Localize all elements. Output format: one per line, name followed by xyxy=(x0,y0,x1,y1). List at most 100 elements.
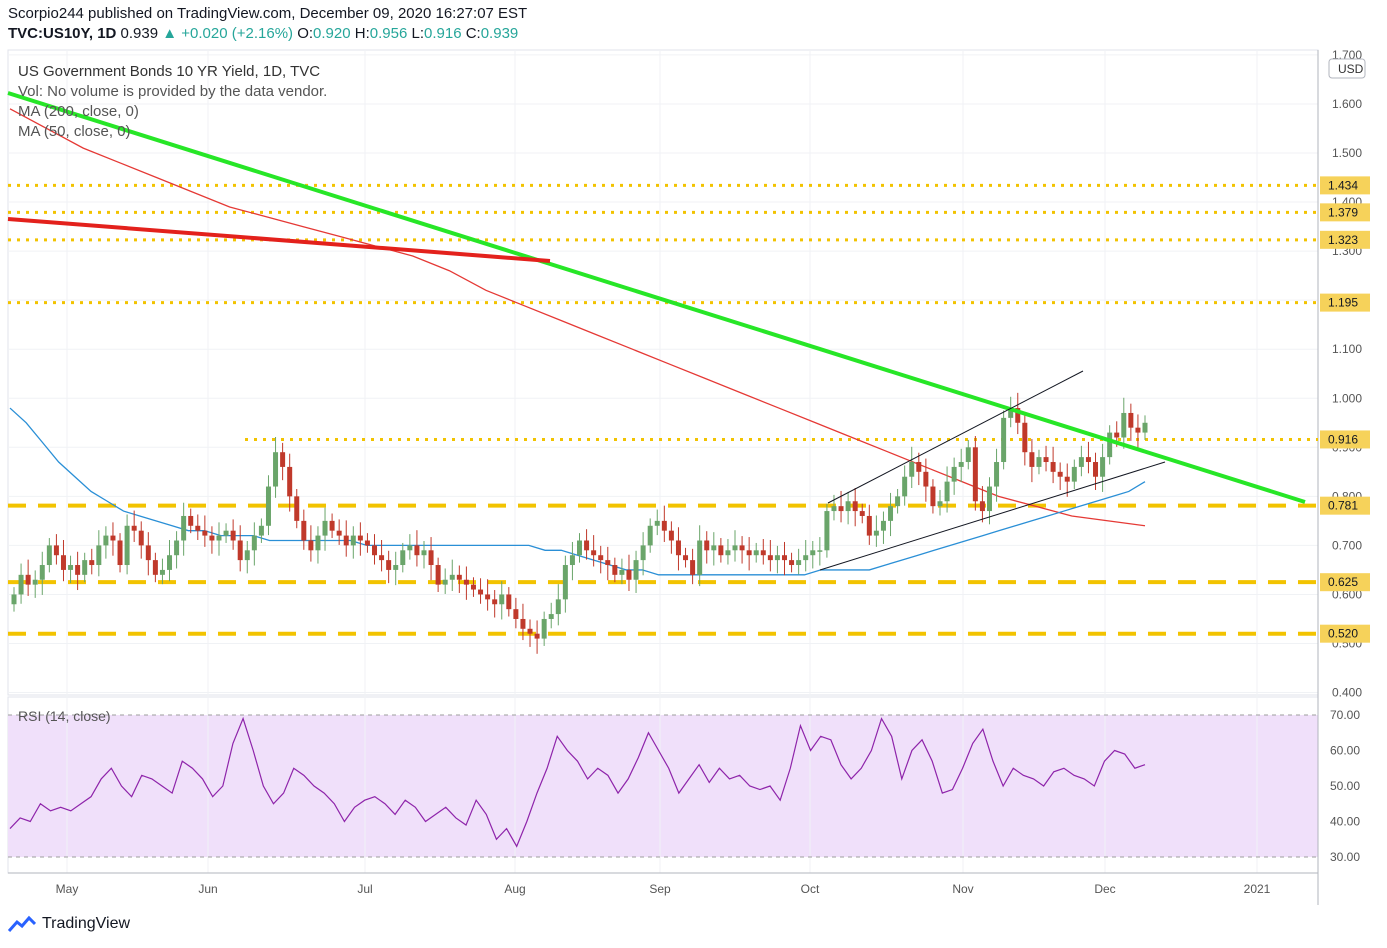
candle-body xyxy=(1001,417,1007,463)
level-tag xyxy=(1320,230,1370,249)
wedge-lower-line xyxy=(819,461,1166,571)
candle-body xyxy=(478,589,484,595)
candle-body xyxy=(683,555,689,561)
ticker-symbol[interactable]: TVC:US10Y, 1D xyxy=(8,25,117,42)
candle-body xyxy=(697,540,703,575)
candle-body xyxy=(675,540,681,556)
candle-body xyxy=(110,535,116,541)
rsi-band xyxy=(8,715,1318,857)
candle-body xyxy=(923,471,929,487)
candle-body xyxy=(265,486,271,526)
candle-body xyxy=(223,530,229,536)
candle-body xyxy=(781,555,787,561)
candle-body xyxy=(513,609,519,619)
legend-ma50[interactable]: MA (50, close, 0) xyxy=(18,123,131,140)
brand-name[interactable]: TradingView xyxy=(42,915,131,932)
candle-body xyxy=(499,594,505,605)
candle-body xyxy=(937,501,943,507)
candle-body xyxy=(1135,427,1141,433)
candle-body xyxy=(965,447,971,463)
candle-body xyxy=(372,545,378,556)
rsi-legend[interactable]: RSI (14, close) xyxy=(18,708,111,724)
legend-volume[interactable]: Vol: No volume is provided by the data v… xyxy=(18,83,328,100)
level-label: 0.781 xyxy=(1328,499,1358,513)
month-label: May xyxy=(56,882,79,896)
candle-body xyxy=(746,550,752,556)
level-label: 0.625 xyxy=(1328,575,1358,589)
candle-body xyxy=(548,614,554,619)
candle-body xyxy=(1114,432,1120,438)
candle-body xyxy=(322,520,328,536)
red-trendline xyxy=(7,217,551,263)
candle-body xyxy=(767,555,773,561)
candle-body xyxy=(449,574,455,580)
price-tick: 1.000 xyxy=(1332,391,1362,405)
rsi-tick: 40.00 xyxy=(1330,815,1360,829)
candle-body xyxy=(591,550,597,556)
candle-body xyxy=(1008,408,1014,418)
candle-body xyxy=(315,535,321,551)
candle-body xyxy=(1050,462,1056,472)
candle-body xyxy=(1022,422,1028,453)
candle-body xyxy=(972,447,978,502)
candle-body xyxy=(1057,471,1063,477)
wedge-upper-line xyxy=(827,370,1084,504)
candle-body xyxy=(131,525,137,531)
candle-body xyxy=(994,462,1000,487)
candle-body xyxy=(796,560,802,566)
month-label: Oct xyxy=(801,882,820,896)
candle-body xyxy=(598,555,604,561)
price-tick: 1.600 xyxy=(1332,97,1362,111)
candle-body xyxy=(909,462,915,477)
candle-body xyxy=(216,535,222,541)
candle-body xyxy=(103,535,109,546)
level-tag xyxy=(1320,624,1370,643)
price-tick: 1.500 xyxy=(1332,146,1362,160)
candle-body xyxy=(25,574,31,585)
candle-body xyxy=(1100,457,1106,477)
close-label: C: xyxy=(465,25,481,42)
candle-body xyxy=(803,555,809,561)
candle-body xyxy=(492,599,498,605)
candle-body xyxy=(661,520,667,531)
candle-body xyxy=(463,579,469,585)
candle-body xyxy=(633,560,639,580)
candle-body xyxy=(181,515,187,541)
candle-body xyxy=(1015,408,1021,423)
high-label: H: xyxy=(354,25,370,42)
legend-ma200[interactable]: MA (200, close, 0) xyxy=(18,103,139,120)
candle-body xyxy=(880,520,886,531)
candle-body xyxy=(11,594,17,605)
legend-title[interactable]: US Government Bonds 10 YR Yield, 1D, TVC xyxy=(18,63,321,80)
candle-body xyxy=(202,530,208,536)
candle-body xyxy=(866,515,872,536)
candle-body xyxy=(640,545,646,561)
candle-body xyxy=(273,452,279,487)
candle-body xyxy=(1029,452,1035,467)
candle-body xyxy=(619,569,625,575)
level-label: 0.916 xyxy=(1328,432,1358,446)
candle-body xyxy=(237,540,243,561)
candle-body xyxy=(626,569,632,580)
candle-body xyxy=(195,525,201,531)
level-tag xyxy=(1320,430,1370,449)
candle-body xyxy=(774,555,780,561)
candle-body xyxy=(902,476,908,497)
candle-body xyxy=(1093,462,1099,477)
candle-body xyxy=(152,560,158,575)
level-tag xyxy=(1320,293,1370,312)
candle-body xyxy=(414,545,420,556)
candle-body xyxy=(336,530,342,536)
tradingview-logo-icon xyxy=(8,915,36,932)
candle-body xyxy=(60,555,66,570)
candle-body xyxy=(329,520,335,531)
candle-body xyxy=(888,506,894,521)
level-label: 1.323 xyxy=(1328,233,1358,247)
candle-body xyxy=(584,540,590,551)
candle-body xyxy=(379,555,385,561)
candle-body xyxy=(605,560,611,566)
candle-body xyxy=(527,628,533,634)
candle-body xyxy=(280,452,286,467)
candle-body xyxy=(668,530,674,541)
